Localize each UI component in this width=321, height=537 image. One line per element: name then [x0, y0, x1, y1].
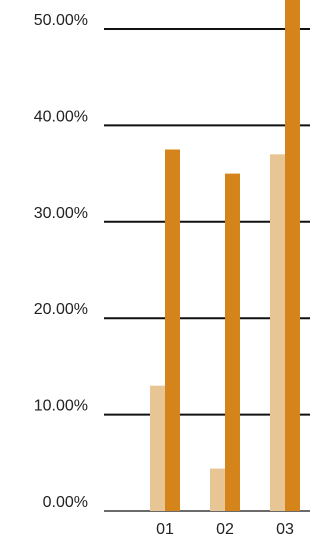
bar-series-1-02 [210, 468, 225, 511]
x-tick-label: 02 [216, 521, 234, 537]
x-tick-label: 03 [276, 521, 294, 537]
bars [150, 0, 300, 511]
y-tick-label: 50.00% [34, 12, 88, 29]
bar-series-2-02 [225, 173, 240, 511]
bar-series-2-03 [285, 0, 300, 511]
x-axis-tick-labels: 01 02 03 [156, 521, 294, 537]
y-tick-label: 10.00% [34, 398, 88, 415]
bar-series-1-01 [150, 385, 165, 511]
y-tick-label: 40.00% [34, 108, 88, 125]
bar-series-1-03 [270, 154, 285, 511]
x-tick-label: 01 [156, 521, 174, 537]
bar-series-2-01 [165, 149, 180, 511]
y-axis-tick-labels: 0.00% 10.00% 20.00% 30.00% 40.00% 50.00% [34, 12, 88, 511]
y-tick-label: 0.00% [43, 494, 88, 511]
y-tick-label: 30.00% [34, 205, 88, 222]
y-tick-label: 20.00% [34, 301, 88, 318]
